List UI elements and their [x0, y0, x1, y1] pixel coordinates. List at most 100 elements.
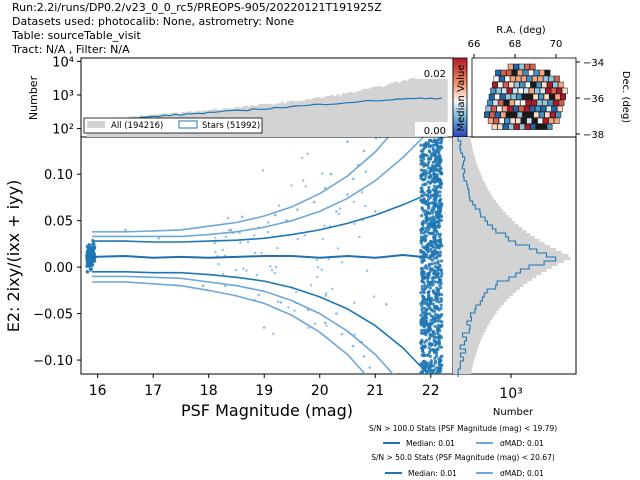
scatter-point	[420, 321, 425, 325]
top-hist-bar	[347, 92, 351, 137]
header-run: Run:2.2i/runs/DP0.2/v23_0_0_rc5/PREOPS-9…	[12, 1, 382, 14]
scatter-point	[427, 138, 432, 143]
scatter-point	[419, 228, 423, 232]
scatter-point	[346, 140, 349, 143]
top-hist-bar	[272, 104, 276, 137]
sky-cell	[490, 87, 497, 94]
scatter-point	[419, 346, 424, 350]
top-hist-bar	[419, 76, 423, 137]
sky-cell	[527, 93, 533, 100]
scatter-point	[440, 137, 444, 141]
right-hist-bar	[453, 323, 489, 326]
scatter-point	[157, 237, 160, 240]
scatter-point	[438, 194, 442, 198]
legend-box	[83, 117, 263, 134]
scatter-point	[276, 246, 279, 250]
scatter-point	[427, 185, 431, 189]
right-hist-bar	[453, 179, 484, 182]
sky-cell	[523, 87, 530, 94]
scatter-point	[433, 356, 437, 360]
top-hist-bar	[422, 75, 426, 137]
colorbar-tick-bg-bottom	[415, 122, 451, 136]
sky-cell	[513, 63, 519, 70]
scatter-point	[424, 244, 428, 249]
scatter-point	[279, 301, 283, 304]
scatter-point	[420, 206, 424, 210]
scatter-point	[432, 271, 436, 275]
scatter-point	[422, 157, 426, 161]
scatter-point	[420, 370, 424, 374]
right-hist-bar	[453, 245, 551, 248]
right-hist-bar	[453, 164, 478, 167]
right-hist-bar	[453, 248, 556, 251]
sky-cell	[531, 117, 538, 124]
scatter-point	[201, 284, 205, 288]
sky-cell	[511, 69, 518, 76]
main-x-tick-label: 18	[200, 383, 218, 399]
scatter-point	[437, 160, 441, 164]
sky-cell	[494, 111, 501, 118]
scatter-point	[434, 350, 438, 354]
main-y-tick-label: −0.05	[33, 308, 73, 323]
main-x-tick-label: 21	[366, 383, 384, 399]
top-hist-bar	[403, 79, 406, 137]
scatter-point	[439, 355, 443, 359]
scatter-point	[266, 221, 270, 224]
scatter-point	[436, 313, 440, 317]
scatter-point	[435, 306, 439, 310]
scatter-point	[438, 245, 442, 249]
scatter-point	[430, 348, 434, 352]
scatter-point	[421, 353, 426, 358]
right-hist-bar	[453, 200, 496, 203]
scatter-point	[213, 241, 216, 245]
top-hist-bar	[411, 78, 415, 137]
scatter-point	[262, 326, 266, 329]
scatter-point	[431, 302, 435, 306]
stats-block2-sigma: σMAD: 0.01	[500, 469, 544, 478]
right-hist-bar	[453, 260, 564, 263]
scatter-point	[353, 301, 356, 304]
colorbar-label: Median Value	[456, 64, 467, 131]
scatter-point	[428, 286, 432, 290]
scatter-point	[432, 335, 436, 339]
top-y-ticks: 10² 10³ 10⁴	[52, 55, 81, 138]
sky-x-tick: 66	[468, 39, 481, 50]
scatter-point	[423, 266, 427, 270]
scatter-point	[431, 279, 435, 283]
scatter-point	[340, 261, 344, 264]
top-hist-bar	[369, 87, 373, 137]
sigma-line	[92, 192, 432, 243]
scatter-point	[351, 177, 355, 181]
scatter-point	[424, 141, 428, 145]
scatter-point	[420, 152, 425, 156]
scatter-point	[433, 297, 437, 302]
scatter-point	[420, 214, 424, 218]
scatter-point	[421, 219, 425, 223]
scatter-point	[437, 366, 441, 370]
sky-cell	[513, 123, 520, 130]
scatter-point	[313, 322, 317, 325]
scatter-point	[429, 301, 433, 306]
scatter-point	[420, 328, 424, 332]
scatter-point	[436, 190, 440, 194]
scatter-point	[431, 147, 435, 151]
scatter-point	[423, 144, 428, 149]
scatter-point	[270, 269, 274, 272]
scatter-point	[433, 324, 437, 328]
scatter-point	[228, 228, 231, 232]
scatter-point	[426, 225, 430, 229]
scatter-point	[257, 293, 261, 297]
scatter-point	[433, 224, 438, 229]
sky-cell	[528, 87, 535, 94]
right-hist-bar	[453, 314, 495, 317]
scatter-point	[428, 157, 433, 161]
sky-cell	[524, 81, 531, 88]
scatter-point	[353, 222, 356, 226]
scatter-point	[89, 247, 93, 250]
scatter-point	[338, 207, 342, 210]
scatter-point	[91, 242, 95, 246]
scatter-point	[331, 287, 334, 291]
scatter-point	[425, 353, 429, 357]
top-hist-bar	[389, 83, 393, 137]
top-hist-bar	[400, 81, 404, 137]
